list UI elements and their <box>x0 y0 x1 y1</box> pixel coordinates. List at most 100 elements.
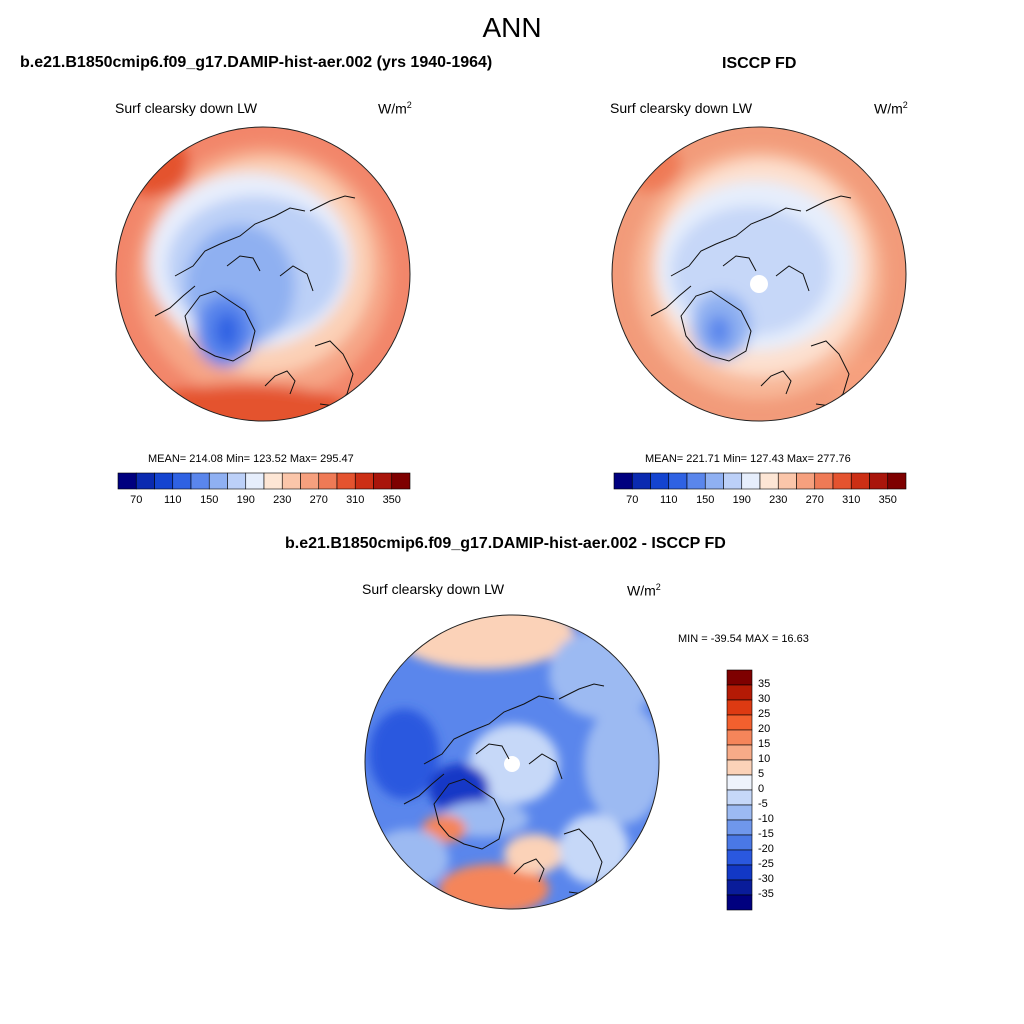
colorbar-swatch <box>354 472 374 490</box>
colorbar-swatch <box>726 819 753 836</box>
colorbar-swatch <box>726 804 753 821</box>
colorbar-tick-label: 70 <box>130 494 143 506</box>
colorbar-swatch <box>726 774 753 791</box>
colorbar-tick-label: 70 <box>626 494 639 506</box>
colorbar-swatch <box>318 472 338 490</box>
colorbar-tick-label: 35 <box>758 678 771 690</box>
colorbar-tick-label: 20 <box>758 723 771 735</box>
colorbar-swatch <box>726 669 753 686</box>
diff-variable-label: Surf clearsky down LW <box>362 581 505 597</box>
colorbar-swatch <box>814 472 834 490</box>
colorbar-tick-label: 350 <box>382 494 401 506</box>
right-colorbar-swatches <box>613 472 907 490</box>
colorbar-tick-label: 150 <box>696 494 715 506</box>
colorbar-swatch <box>668 472 688 490</box>
colorbar-tick-label: -10 <box>758 813 774 825</box>
colorbar-swatch <box>190 472 210 490</box>
colorbar-swatch <box>726 684 753 701</box>
colorbar-tick-label: 110 <box>659 494 678 506</box>
diff-units-label: W/m2 <box>627 582 661 599</box>
colorbar-tick-label: 350 <box>878 494 897 506</box>
right-colorbar-ticks: 70 110 150 190 230 270 310 350 <box>614 494 906 508</box>
colorbar-tick-label: 190 <box>732 494 751 506</box>
right-variable-label: Surf clearsky down LW <box>610 100 753 116</box>
colorbar-swatch <box>726 714 753 731</box>
colorbar-tick-label: 150 <box>200 494 219 506</box>
diff-polar-map <box>364 614 660 910</box>
colorbar-swatch <box>726 699 753 716</box>
colorbar-tick-label: -5 <box>758 798 768 810</box>
colorbar-swatch <box>726 879 753 896</box>
colorbar-swatch <box>117 472 137 490</box>
diff-panel-title: b.e21.B1850cmip6.f09_g17.DAMIP-hist-aer.… <box>285 535 726 552</box>
colorbar-swatch <box>227 472 247 490</box>
colorbar-tick-label: 15 <box>758 738 771 750</box>
colorbar-swatch <box>741 472 761 490</box>
colorbar-swatch <box>686 472 706 490</box>
colorbar-swatch <box>245 472 265 490</box>
colorbar-tick-label: -15 <box>758 828 774 840</box>
colorbar-tick-label: 270 <box>309 494 328 506</box>
colorbar-swatch <box>263 472 283 490</box>
colorbar-swatch <box>726 894 753 911</box>
page-title: ANN <box>482 12 542 43</box>
left-variable-label: Surf clearsky down LW <box>115 100 258 116</box>
left-colorbar-ticks: 70 110 150 190 230 270 310 350 <box>118 494 410 508</box>
right-polar-map <box>611 126 907 422</box>
diff-colorbar <box>726 669 753 911</box>
colorbar-tick-label: 310 <box>346 494 365 506</box>
colorbar-swatch <box>726 834 753 851</box>
left-panel-title: b.e21.B1850cmip6.f09_g17.DAMIP-hist-aer.… <box>20 54 493 71</box>
colorbar-swatch <box>759 472 779 490</box>
colorbar-swatch <box>850 472 870 490</box>
left-colorbar-swatches <box>117 472 411 490</box>
colorbar-swatch <box>726 744 753 761</box>
colorbar-swatch <box>887 472 907 490</box>
colorbar-swatch <box>650 472 670 490</box>
colorbar-swatch <box>704 472 724 490</box>
colorbar-tick-label: 270 <box>805 494 824 506</box>
colorbar-tick-label: -30 <box>758 873 774 885</box>
colorbar-swatch <box>726 849 753 866</box>
colorbar-tick-label: -20 <box>758 843 774 855</box>
colorbar-swatch <box>726 759 753 776</box>
left-polar-map <box>115 126 411 422</box>
colorbar-tick-label: 30 <box>758 693 771 705</box>
left-colorbar <box>117 472 411 490</box>
colorbar-swatch <box>373 472 393 490</box>
colorbar-swatch <box>281 472 301 490</box>
colorbar-tick-label: -25 <box>758 858 774 870</box>
left-units-label: W/m2 <box>378 100 412 117</box>
colorbar-tick-label: 110 <box>163 494 182 506</box>
colorbar-tick-label: 5 <box>758 768 765 780</box>
diff-stats: MIN = -39.54 MAX = 16.63 <box>678 633 809 645</box>
colorbar-swatch <box>336 472 356 490</box>
right-panel-title: ISCCP FD <box>722 55 797 72</box>
colorbar-swatch <box>869 472 889 490</box>
colorbar-swatch <box>777 472 797 490</box>
colorbar-tick-label: 0 <box>758 783 765 795</box>
colorbar-swatch <box>208 472 228 490</box>
colorbar-swatch <box>135 472 155 490</box>
colorbar-swatch <box>172 472 192 490</box>
colorbar-tick-label: 230 <box>769 494 788 506</box>
colorbar-swatch <box>726 729 753 746</box>
colorbar-tick-label: 310 <box>842 494 861 506</box>
colorbar-tick-label: -35 <box>758 888 774 900</box>
colorbar-tick-label: 190 <box>236 494 255 506</box>
colorbar-tick-label: 230 <box>273 494 292 506</box>
colorbar-swatch <box>723 472 743 490</box>
colorbar-swatch <box>796 472 816 490</box>
colorbar-swatch <box>300 472 320 490</box>
colorbar-tick-label: 25 <box>758 708 771 720</box>
colorbar-swatch <box>631 472 651 490</box>
colorbar-tick-label: 10 <box>758 753 771 765</box>
right-units-label: W/m2 <box>874 100 908 117</box>
diff-colorbar-swatches <box>726 669 753 911</box>
colorbar-swatch <box>391 472 411 490</box>
right-stats: MEAN= 221.71 Min= 127.43 Max= 277.76 <box>645 453 851 465</box>
right-colorbar <box>613 472 907 490</box>
left-stats: MEAN= 214.08 Min= 123.52 Max= 295.47 <box>148 453 354 465</box>
colorbar-swatch <box>613 472 633 490</box>
colorbar-swatch <box>726 789 753 806</box>
